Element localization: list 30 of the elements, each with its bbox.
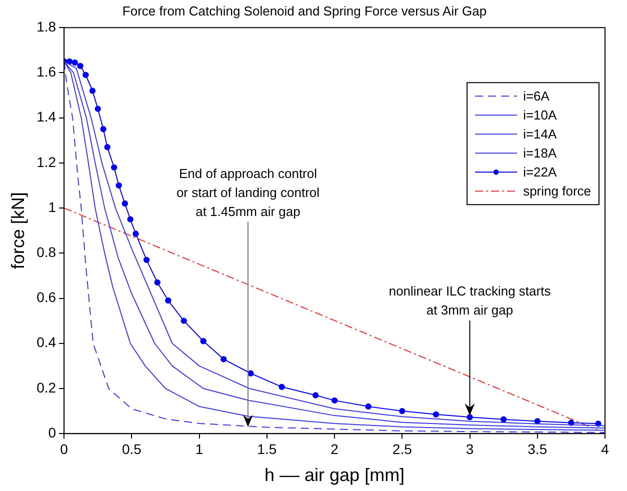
y-tick-label: 1.6 <box>36 64 56 80</box>
y-tick-label: 1.2 <box>36 154 56 170</box>
annotation: nonlinear ILC tracking starts at 3mm air gap <box>388 284 552 318</box>
chart-title: Force from Catching Solenoid and Spring Force versus Air Gap <box>122 3 487 18</box>
legend-label: i=10A <box>523 108 558 123</box>
y-tick-label: 0.4 <box>36 334 56 350</box>
y-axis-title: force [kN] <box>8 192 28 270</box>
y-tick-label: 1.8 <box>36 18 56 34</box>
legend-label: i=22A <box>523 164 558 180</box>
legend-label: i=6A <box>523 88 550 104</box>
annotation: End of approach control or start of landing control at 1.45mm air gap <box>176 166 320 219</box>
y-tick-label: 0.8 <box>36 244 56 260</box>
y-tick-label: 1.4 <box>36 108 56 125</box>
x-tick-label: 3.5 <box>528 440 548 457</box>
y-tick-label: 0.2 <box>36 379 56 396</box>
x-tick-label: 4 <box>601 440 610 457</box>
y-tick-label: 1 <box>48 198 56 215</box>
y-tick-label: 0 <box>48 424 56 440</box>
x-tick-label: 2.5 <box>392 440 412 457</box>
x-tick-label: 3 <box>466 440 474 457</box>
legend-label: i=18A <box>523 146 558 161</box>
x-axis-title: h –– air gap [mm] <box>264 465 405 486</box>
x-tick-label: 1 <box>195 440 204 457</box>
legend-label: spring force <box>523 184 591 199</box>
x-tick-label: 2 <box>330 440 339 457</box>
x-tick-label: 0.5 <box>122 440 142 457</box>
x-tick-label: 0 <box>60 440 68 457</box>
x-tick-label: 1.5 <box>257 440 277 457</box>
y-tick-label: 0.6 <box>36 289 56 306</box>
legend-label: i=14A <box>523 126 558 142</box>
